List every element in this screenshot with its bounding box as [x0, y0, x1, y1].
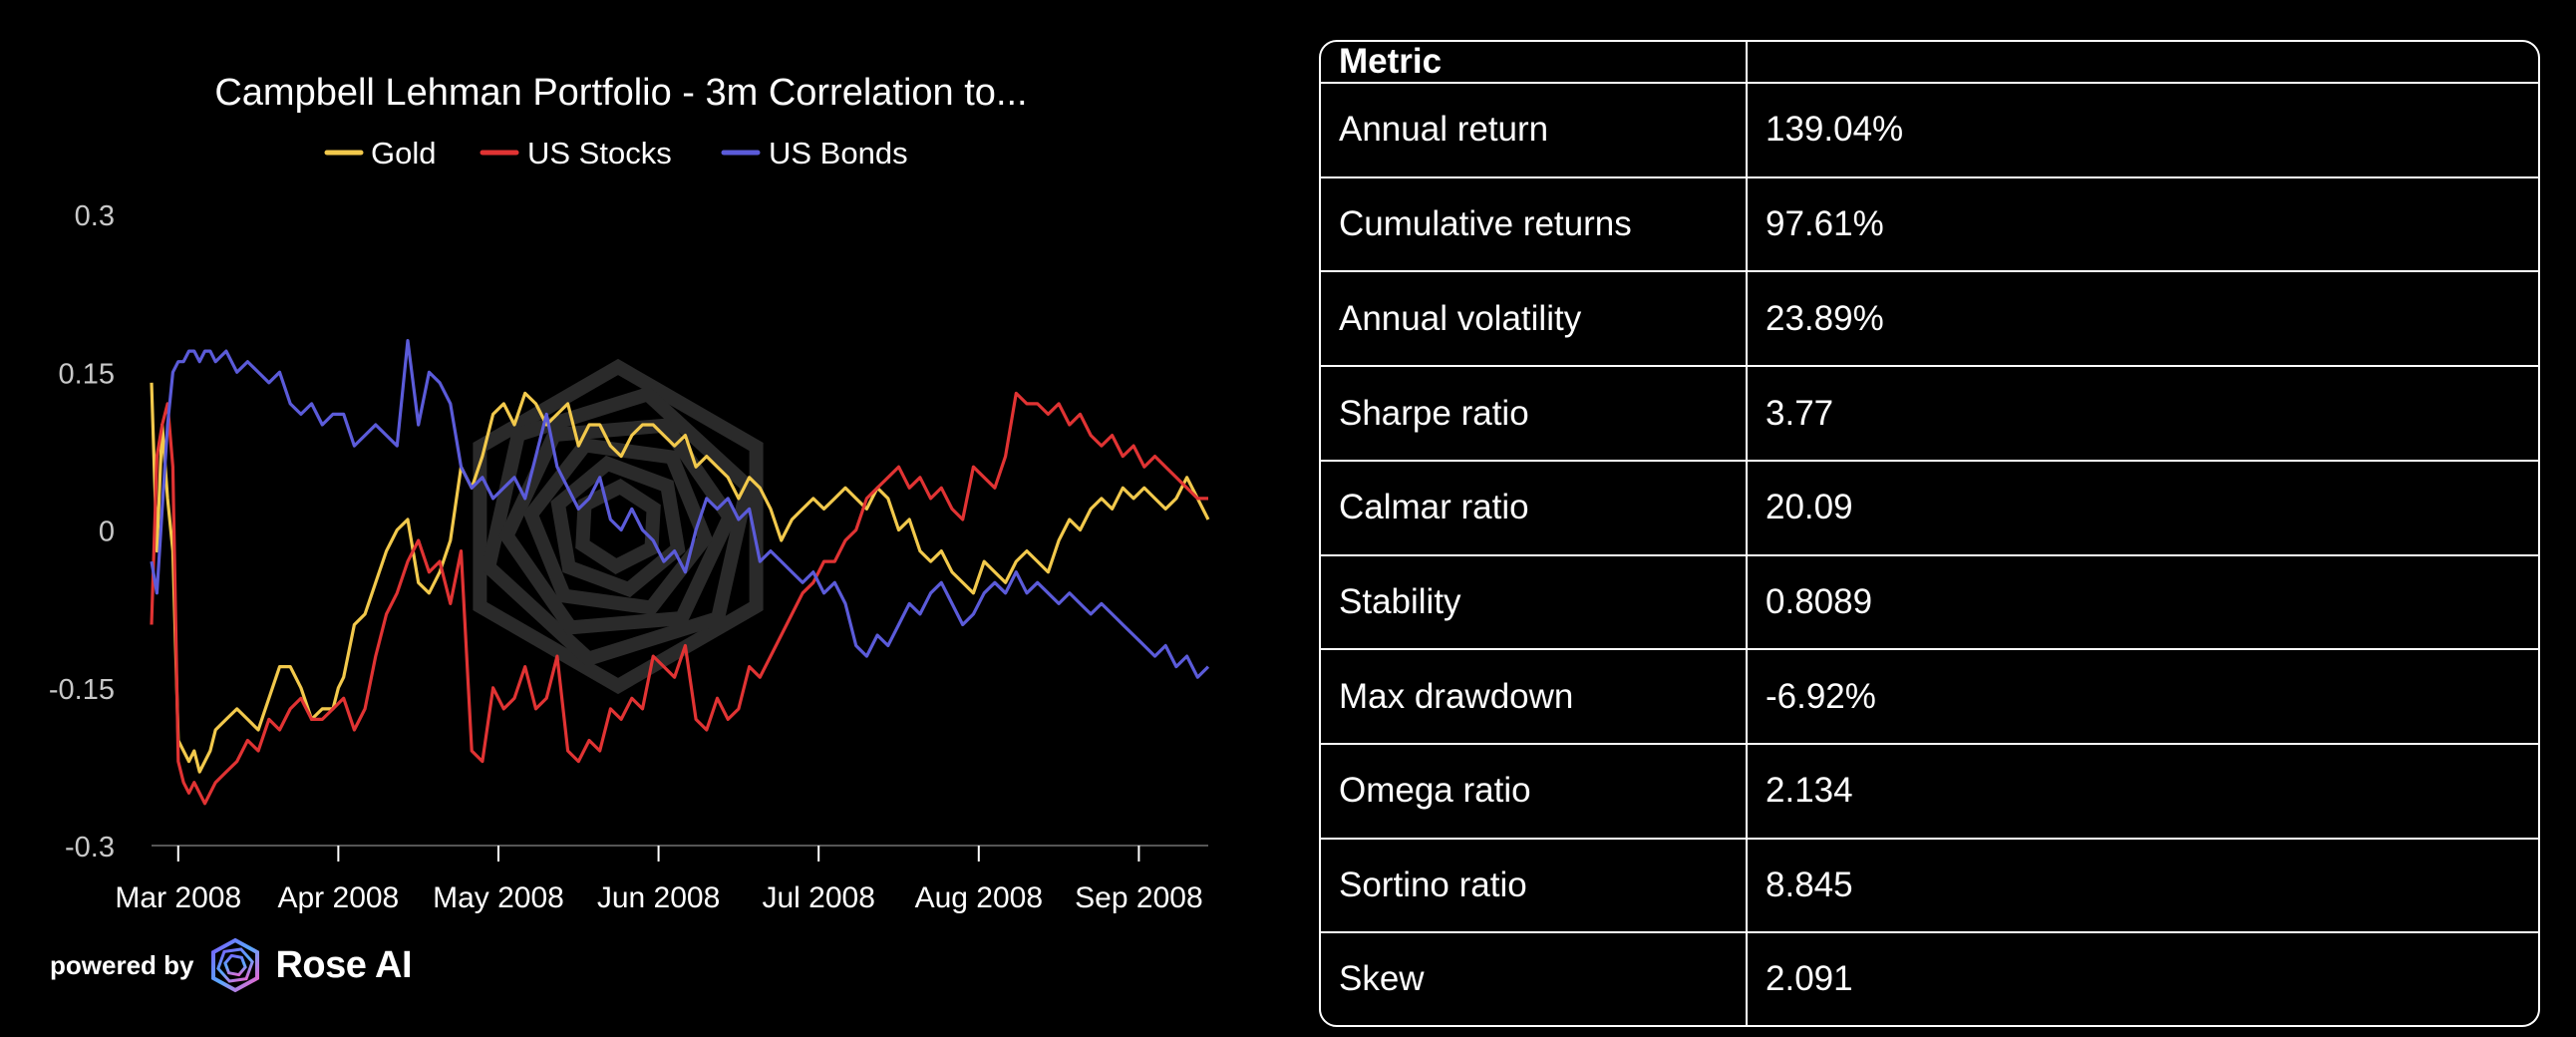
legend: Gold US Stocks US Bonds: [324, 136, 908, 171]
watermark-hexagon: [522, 438, 714, 615]
metrics-table: Metric Annual return 139.04% Cumulative re…: [1319, 40, 2540, 1027]
table-header-row: Metric: [1321, 42, 2538, 84]
table-row: Sortino ratio 8.845: [1321, 838, 2538, 934]
brand-name: Rose AI: [275, 943, 413, 986]
legend-label[interactable]: US Bonds: [769, 136, 908, 171]
x-tick-label: May 2008: [433, 881, 564, 914]
y-tick-label: 0.15: [59, 358, 115, 390]
rose-ai-watermark-icon: [473, 358, 764, 695]
metric-value: 3.77: [1747, 366, 2538, 462]
chart-panel: Campbell Lehman Portfolio - 3m Correlati…: [0, 0, 1256, 1037]
header-metric: Metric: [1321, 42, 1748, 84]
x-axis: Mar 2008 Apr 2008 May 2008 Jun 2008 Jul 2008…: [115, 845, 1208, 914]
table-row: Skew 2.091: [1321, 932, 2538, 1025]
metric-label: Sortino ratio: [1321, 838, 1748, 934]
table-row: Cumulative returns 97.61%: [1321, 176, 2538, 273]
x-tick-label: Sep 2008: [1075, 881, 1202, 914]
chart-title: Campbell Lehman Portfolio - 3m Correlati…: [214, 72, 1027, 114]
correlation-chart: Campbell Lehman Portfolio - 3m Correlati…: [49, 72, 1210, 914]
watermark-hexagon: [498, 418, 738, 635]
watermark-hexagon: [481, 386, 756, 667]
x-tick-label: Jul 2008: [762, 881, 874, 914]
metric-label: Annual volatility: [1321, 271, 1748, 368]
table-row: Annual volatility 23.89%: [1321, 271, 2538, 368]
metric-label: Skew: [1321, 932, 1748, 1025]
y-tick-label: 0.3: [75, 200, 115, 232]
x-tick-label: Jun 2008: [597, 881, 720, 914]
watermark-hexagon: [550, 455, 686, 598]
powered-by-label: powered by: [50, 949, 194, 980]
table-row: Sharpe ratio 3.77: [1321, 366, 2538, 462]
metric-label: Cumulative returns: [1321, 176, 1748, 273]
metric-value: 2.091: [1766, 959, 1853, 999]
y-tick-label: -0.3: [65, 832, 115, 864]
watermark-hexagon: [473, 358, 764, 695]
legend-label[interactable]: US Stocks: [527, 136, 672, 171]
series-line-us-stocks[interactable]: [150, 391, 1208, 806]
metric-label: Max drawdown: [1321, 649, 1748, 746]
x-tick-label: Mar 2008: [115, 881, 241, 914]
table-row: Annual return 139.04%: [1321, 83, 2538, 178]
series-line-gold[interactable]: [150, 382, 1210, 774]
powered-by-badge[interactable]: powered by Rose AI: [50, 935, 413, 995]
x-tick-label: Aug 2008: [915, 881, 1043, 914]
series-lines: [150, 339, 1210, 806]
watermark-hexagon: [575, 479, 661, 574]
y-axis: 0.3 0.15 0 -0.15 -0.3: [49, 200, 115, 864]
metric-value: 0.8089: [1747, 554, 2538, 651]
metric-value: 23.89%: [1747, 271, 2538, 368]
metric-value: 97.61%: [1747, 176, 2538, 273]
header-value: [1747, 42, 2538, 84]
metric-value: 2.134: [1747, 744, 2538, 840]
metric-value: -6.92%: [1747, 649, 2538, 746]
metric-value: 139.04%: [1747, 83, 2538, 178]
y-tick-label: -0.15: [49, 674, 115, 706]
metric-label: Calmar ratio: [1321, 460, 1748, 556]
table-row: Stability 0.8089: [1321, 554, 2538, 651]
hexagon-swirl-icon: [211, 937, 260, 993]
metric-label: Annual return: [1321, 83, 1748, 178]
metric-label: Sharpe ratio: [1321, 366, 1748, 462]
y-tick-label: 0: [99, 517, 115, 548]
table-row: Omega ratio 2.134: [1321, 744, 2538, 840]
x-tick-label: Apr 2008: [277, 881, 399, 914]
table-row: Calmar ratio 20.09: [1321, 460, 2538, 556]
metric-label: Omega ratio: [1321, 744, 1748, 840]
table-row: Max drawdown -6.92%: [1321, 649, 2538, 746]
series-line-us-bonds[interactable]: [150, 339, 1210, 679]
legend-label[interactable]: Gold: [371, 136, 436, 171]
metric-label: Stability: [1321, 554, 1748, 651]
metric-value: 20.09: [1747, 460, 2538, 556]
metric-value: 8.845: [1747, 838, 2538, 934]
